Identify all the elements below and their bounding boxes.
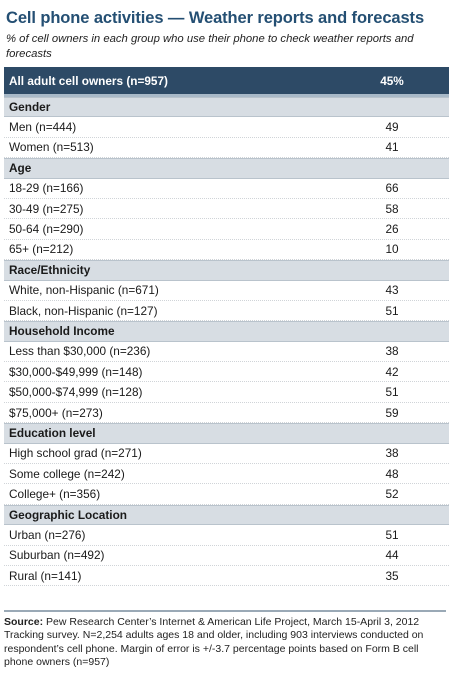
- row-label: College+ (n=356): [9, 487, 101, 502]
- row-value: 51: [385, 385, 399, 400]
- table-row: Suburban (n=492) 44: [4, 546, 449, 566]
- table-row: High school grad (n=271) 38: [4, 444, 449, 465]
- row-label: Black, non-Hispanic (n=127): [9, 303, 158, 318]
- table-row: Less than $30,000 (n=236) 38: [4, 342, 449, 363]
- source-label: Source:: [4, 616, 44, 628]
- row-label: White, non-Hispanic (n=671): [9, 283, 159, 298]
- section-heading: Race/Ethnicity: [4, 260, 449, 281]
- table-sections: Gender Men (n=444) 49 Women (n=513) 41 Age 18-…: [4, 97, 449, 587]
- section-heading: Gender: [4, 97, 449, 118]
- table-row: $75,000+ (n=273) 59: [4, 403, 449, 424]
- section-heading: Geographic Location: [4, 504, 449, 526]
- total-row: All adult cell owners (n=957) 45%: [4, 67, 449, 97]
- row-value: 10: [385, 242, 399, 257]
- row-label: Less than $30,000 (n=236): [9, 344, 151, 359]
- row-value: 51: [385, 527, 399, 542]
- table-row: Women (n=513) 41: [4, 138, 449, 159]
- row-label: $75,000+ (n=273): [9, 405, 103, 420]
- row-label: 50-64 (n=290): [9, 222, 84, 237]
- row-label: Rural (n=141): [9, 568, 82, 583]
- row-value: 66: [385, 181, 399, 196]
- section-heading: Household Income: [4, 321, 449, 342]
- row-value: 51: [385, 303, 399, 318]
- row-label: Suburban (n=492): [9, 548, 105, 563]
- row-value: 58: [385, 201, 399, 216]
- section-heading: Age: [4, 158, 449, 179]
- total-label: All adult cell owners (n=957): [9, 73, 168, 88]
- total-value: 45%: [380, 73, 404, 88]
- table-row: Men (n=444) 49: [4, 117, 449, 138]
- table-row: Urban (n=276) 51: [4, 525, 449, 546]
- chart-title: Cell phone activities — Weather reports …: [6, 9, 425, 27]
- table-row: Black, non-Hispanic (n=127) 51: [4, 301, 449, 322]
- table-row: 50-64 (n=290) 26: [4, 219, 449, 240]
- row-label: 18-29 (n=166): [9, 181, 84, 196]
- row-label: $30,000-$49,999 (n=148): [9, 364, 143, 379]
- row-value: 52: [385, 487, 399, 502]
- row-label: Urban (n=276): [9, 527, 86, 542]
- table-row: 30-49 (n=275) 58: [4, 199, 449, 220]
- table-row: 65+ (n=212) 10: [4, 240, 449, 261]
- row-value: 38: [385, 446, 399, 461]
- table-row: College+ (n=356) 52: [4, 484, 449, 505]
- row-label: Some college (n=242): [9, 466, 125, 481]
- row-value: 35: [385, 568, 399, 583]
- row-label: 30-49 (n=275): [9, 201, 84, 216]
- table-row: $50,000-$74,999 (n=128) 51: [4, 382, 449, 403]
- row-value: 41: [385, 140, 399, 155]
- row-value: 59: [385, 405, 399, 420]
- row-value: 49: [385, 120, 399, 135]
- row-label: Men (n=444): [9, 120, 77, 135]
- table-row: $30,000-$49,999 (n=148) 42: [4, 362, 449, 383]
- row-value: 26: [385, 222, 399, 237]
- row-value: 42: [385, 364, 399, 379]
- row-label: $50,000-$74,999 (n=128): [9, 385, 143, 400]
- table-row: White, non-Hispanic (n=671) 43: [4, 281, 449, 301]
- source-text: Pew Research Center’s Internet & America…: [4, 616, 424, 669]
- data-table: All adult cell owners (n=957) 45% Gender…: [4, 67, 449, 587]
- table-row: 18-29 (n=166) 66: [4, 179, 449, 199]
- table-row: Some college (n=242) 48: [4, 464, 449, 485]
- row-value: 48: [385, 466, 399, 481]
- row-label: Women (n=513): [9, 140, 94, 155]
- table-row: Rural (n=141) 35: [4, 566, 449, 587]
- chart-container: Cell phone activities — Weather reports …: [0, 9, 452, 679]
- row-value: 38: [385, 344, 399, 359]
- section-heading: Education level: [4, 423, 449, 444]
- row-value: 43: [385, 283, 399, 298]
- source-note: Source: Pew Research Center’s Internet &…: [4, 610, 446, 670]
- chart-subtitle: % of cell owners in each group who use t…: [6, 33, 414, 60]
- row-value: 44: [385, 548, 399, 563]
- row-label: High school grad (n=271): [9, 446, 142, 461]
- row-label: 65+ (n=212): [9, 242, 74, 257]
